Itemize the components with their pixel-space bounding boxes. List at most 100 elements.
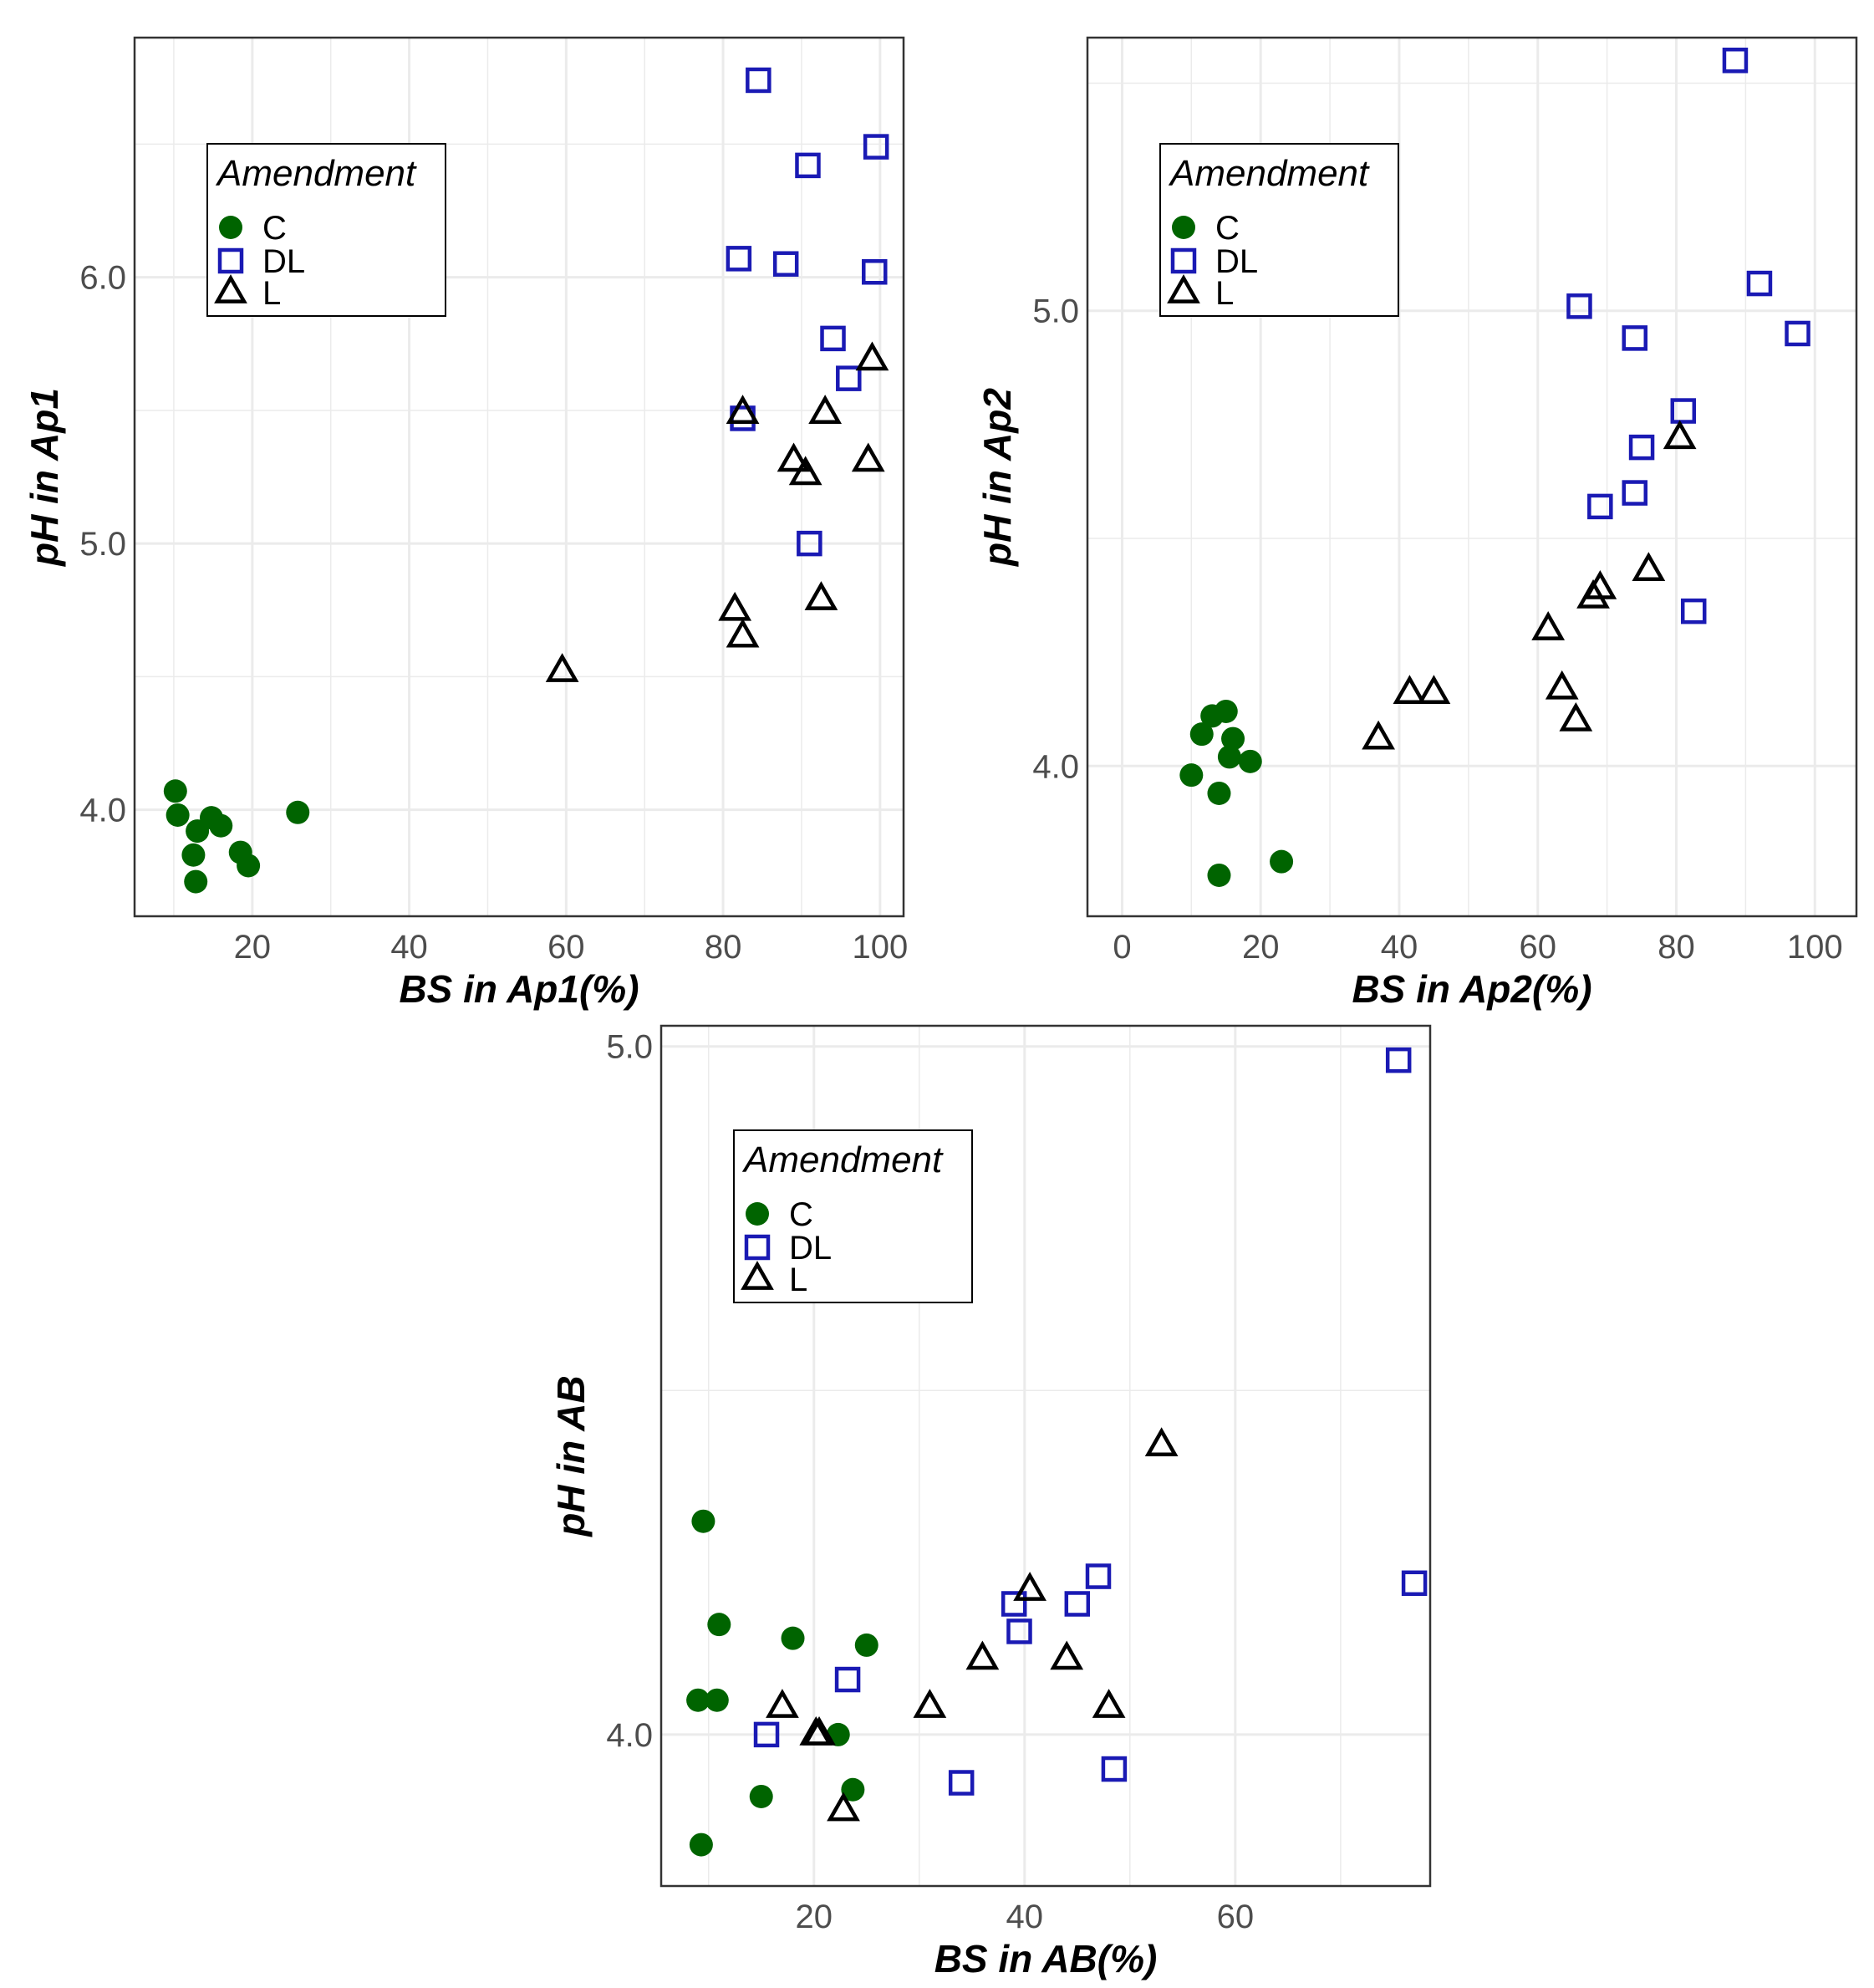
x-tick-label: 20 <box>795 1899 833 1935</box>
legend-marker-c <box>746 1202 769 1226</box>
data-point-c <box>749 1784 773 1808</box>
data-point-dl <box>1064 1591 1091 1617</box>
data-point-l <box>855 341 889 371</box>
legend-marker-dl <box>217 247 244 274</box>
data-point-c <box>689 1833 713 1857</box>
panel-border <box>133 36 905 918</box>
data-point-c <box>686 1688 710 1712</box>
data-point-l <box>1393 675 1427 705</box>
data-point-c <box>237 854 261 878</box>
data-point-dl <box>1006 1618 1032 1644</box>
legend-title: Amendment <box>741 1139 944 1180</box>
y-axis-label: pH in AB <box>549 1375 593 1538</box>
legend-label-dl: DL <box>789 1230 832 1267</box>
legend-marker-l <box>214 274 247 303</box>
data-point-c <box>1207 781 1231 805</box>
data-point-l <box>1632 552 1666 582</box>
legend-key-dl <box>744 1234 771 1261</box>
data-point-c <box>163 779 187 803</box>
x-tick-label: 60 <box>1519 929 1556 966</box>
data-point-l <box>1050 1640 1084 1670</box>
legend-key-l <box>214 274 247 303</box>
legend-marker-c <box>1172 216 1195 239</box>
data-point-dl <box>836 365 862 391</box>
data-point-dl <box>1722 47 1749 74</box>
data-points <box>1179 47 1810 887</box>
data-point-dl <box>1670 398 1697 424</box>
y-tick-label: 5.0 <box>79 526 126 563</box>
data-point-dl <box>1622 480 1648 506</box>
data-point-dl <box>862 259 888 285</box>
legend-key-dl <box>217 247 244 274</box>
x-tick-label: 40 <box>1381 929 1418 966</box>
legend-label-c: C <box>1215 210 1240 247</box>
data-point-c <box>705 1688 729 1712</box>
data-point-l <box>802 1716 836 1746</box>
x-tick-labels: 20 40 60 80 100 <box>234 929 909 966</box>
legend-marker-l <box>741 1261 774 1290</box>
data-point-l <box>913 1689 947 1718</box>
x-tick-label: 100 <box>852 929 908 966</box>
data-point-dl <box>1401 1570 1428 1597</box>
y-tick-label: 4.0 <box>79 793 126 829</box>
legend-title: Amendment <box>1168 153 1370 194</box>
data-point-l <box>1013 1572 1046 1601</box>
data-points <box>163 67 889 894</box>
panel-ap1: 20 40 60 80 100 4.0 5.0 6.0 BS in Ap1(%) pH in… <box>23 36 909 1011</box>
x-axis-label: BS in AB(%) <box>934 1937 1158 1980</box>
data-point-dl <box>863 134 889 160</box>
legend-marker-c <box>219 216 242 239</box>
data-point-c <box>181 843 206 867</box>
data-point-c <box>286 800 310 824</box>
data-point-dl <box>1622 325 1648 351</box>
data-point-dl <box>820 325 846 352</box>
legend: Amendment C DL L <box>1159 143 1399 317</box>
x-tick-label: 0 <box>1113 929 1131 966</box>
data-point-dl <box>1628 434 1655 461</box>
data-point-l <box>965 1640 1000 1670</box>
x-tick-label: 80 <box>1658 929 1695 966</box>
data-point-dl <box>1587 493 1613 520</box>
data-point-dl <box>746 67 771 94</box>
legend: Amendment C DL L <box>733 1129 973 1303</box>
data-point-l <box>777 442 811 472</box>
data-point-dl <box>1085 1563 1112 1589</box>
x-tick-label: 20 <box>1242 929 1280 966</box>
data-point-dl <box>948 1770 975 1796</box>
x-tick-label: 60 <box>1217 1899 1255 1935</box>
data-point-c <box>1270 849 1294 874</box>
data-point-l <box>827 1792 860 1822</box>
data-point-dl <box>834 1666 861 1693</box>
panel-ap2: 0 20 40 60 80 100 4.0 5.0 BS in Ap2(%) pH in A… <box>975 36 1858 1011</box>
x-tick-label: 80 <box>705 929 742 966</box>
legend-key-l <box>741 1261 774 1290</box>
data-point-c <box>707 1613 731 1637</box>
data-point-l <box>1559 701 1593 731</box>
data-point-l <box>1144 1427 1179 1457</box>
data-point-dl <box>1785 320 1810 347</box>
legend-key-c <box>1172 216 1195 239</box>
data-point-c <box>1238 749 1262 773</box>
panel-border <box>659 1024 1432 1888</box>
data-point-l <box>1417 675 1451 705</box>
data-point-dl <box>1680 598 1707 624</box>
data-point-l <box>1545 670 1579 700</box>
data-point-l <box>718 591 752 621</box>
x-axis-label: BS in Ap2(%) <box>1352 967 1591 1011</box>
y-tick-label: 5.0 <box>606 1029 653 1066</box>
x-tick-label: 100 <box>1787 929 1843 966</box>
x-tick-labels: 20 40 60 <box>795 1899 1254 1935</box>
legend-box <box>1159 143 1399 317</box>
data-point-c <box>1221 726 1245 751</box>
data-point-l <box>726 618 760 648</box>
legend-key-dl <box>1170 247 1197 274</box>
legend-label-dl: DL <box>262 243 305 280</box>
data-point-dl <box>1566 293 1592 319</box>
data-point-dl <box>1385 1047 1412 1073</box>
y-tick-labels: 4.0 5.0 <box>1032 293 1079 786</box>
x-tick-label: 40 <box>1006 1899 1044 1935</box>
data-point-dl <box>1001 1591 1027 1617</box>
data-point-c <box>1207 863 1231 887</box>
legend-label-c: C <box>262 210 287 247</box>
legend-marker-dl <box>1170 247 1197 274</box>
